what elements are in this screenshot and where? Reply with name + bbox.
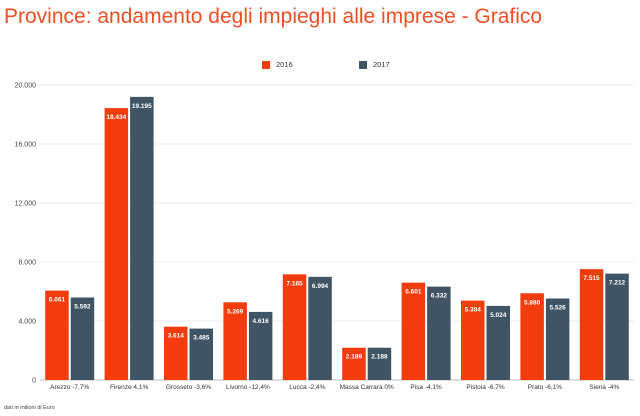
bar-2016 bbox=[223, 302, 247, 380]
data-label: 6.601 bbox=[405, 289, 422, 296]
data-label: 2.188 bbox=[371, 354, 388, 361]
data-label: 3.485 bbox=[193, 335, 210, 342]
x-tick-label: Siena -4% bbox=[589, 384, 619, 391]
bar-2017 bbox=[189, 328, 213, 380]
x-tick-label: Pistoia -6,7% bbox=[466, 384, 505, 391]
legend-swatch-2016 bbox=[262, 60, 270, 69]
bar-2017 bbox=[427, 286, 451, 380]
x-tick-label: Arezzo -7,7% bbox=[50, 384, 89, 391]
legend-item-2016: 2016 bbox=[262, 60, 293, 69]
x-tick-label: Prato -6,1% bbox=[528, 384, 563, 391]
data-label: 5.592 bbox=[74, 304, 91, 311]
data-label: 6.061 bbox=[49, 297, 66, 304]
legend-label-2017: 2017 bbox=[373, 60, 390, 69]
x-tick-label: Massa Carrara 0% bbox=[340, 384, 394, 391]
data-label: 5.384 bbox=[465, 307, 482, 314]
bar-2016 bbox=[104, 108, 129, 380]
data-label: 5.269 bbox=[227, 308, 244, 315]
data-label: 6.994 bbox=[312, 283, 329, 290]
bar-2017 bbox=[545, 298, 570, 380]
x-tick-label: Grosseto -3,6% bbox=[166, 384, 211, 391]
bar-2017 bbox=[130, 96, 154, 380]
bar-2017 bbox=[486, 305, 510, 380]
bar-2017 bbox=[248, 311, 273, 380]
bar-2016 bbox=[401, 282, 426, 380]
chart-legend: 2016 2017 bbox=[0, 60, 640, 74]
bar-2017 bbox=[70, 297, 95, 380]
legend-swatch-2017 bbox=[359, 60, 367, 69]
x-tick-label: Lucca -2,4% bbox=[289, 384, 325, 391]
bar-2016 bbox=[164, 326, 188, 380]
bar-2016 bbox=[461, 300, 485, 380]
data-label: 7.515 bbox=[583, 275, 600, 282]
bar-2016 bbox=[342, 347, 366, 380]
x-tick-label: Firenze 4,1% bbox=[110, 384, 149, 391]
data-label: 18.434 bbox=[106, 114, 126, 121]
x-tick-label: Pisa -4,1% bbox=[410, 384, 442, 391]
data-label: 6.332 bbox=[431, 293, 448, 300]
bar-2016 bbox=[520, 293, 544, 380]
y-tick-label: 16.000 bbox=[15, 142, 37, 149]
y-tick-label: 8.000 bbox=[18, 260, 36, 267]
data-label: 7.212 bbox=[609, 280, 626, 287]
legend-item-2017: 2017 bbox=[359, 60, 390, 69]
bar-2016 bbox=[45, 290, 69, 380]
y-tick-label: 12.000 bbox=[15, 201, 37, 208]
legend-label-2016: 2016 bbox=[276, 60, 293, 69]
bar-2016 bbox=[579, 269, 604, 380]
data-label: 19.195 bbox=[132, 103, 152, 110]
data-label: 3.614 bbox=[168, 333, 185, 340]
bar-2017 bbox=[367, 347, 392, 380]
data-label: 4.616 bbox=[253, 318, 270, 325]
bar-chart: 0 4.000 8.000 12.000 16.000 20.000 6.061 5.592 A… bbox=[15, 83, 634, 391]
data-label: 7.165 bbox=[286, 280, 303, 287]
footnote: dati in milioni di Euro bbox=[4, 405, 55, 411]
data-label: 5.024 bbox=[490, 312, 507, 319]
y-tick-label: 20.000 bbox=[15, 83, 37, 90]
x-tick-label: Livorno -12,4% bbox=[226, 384, 270, 391]
chart-title: Province: andamento degli impieghi alle … bbox=[4, 5, 543, 28]
data-label: 5.526 bbox=[550, 304, 567, 311]
bar-2017 bbox=[605, 273, 629, 380]
y-tick-label: 0 bbox=[32, 378, 36, 385]
data-label: 5.880 bbox=[524, 299, 541, 306]
bar-2016 bbox=[282, 274, 307, 380]
y-tick-label: 4.000 bbox=[18, 319, 36, 326]
data-label: 2.189 bbox=[346, 354, 363, 361]
bar-2017 bbox=[308, 276, 332, 380]
